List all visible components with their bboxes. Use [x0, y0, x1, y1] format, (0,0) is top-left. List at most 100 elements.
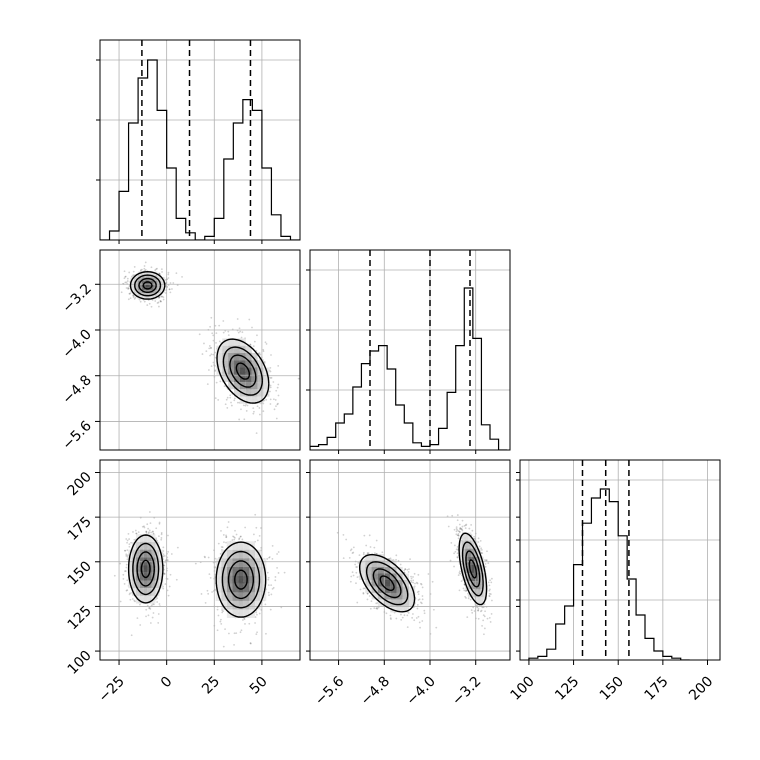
sample-point [484, 565, 487, 568]
sample-point [249, 343, 252, 346]
density-cell [147, 588, 152, 596]
sample-point [399, 563, 402, 566]
sample-point [238, 327, 241, 330]
sample-point [141, 525, 144, 528]
histogram-layer [100, 40, 690, 660]
sample-point [176, 546, 179, 549]
tick-layer: −25 0 25 50 −5.6 −4.8 −4.0 −3.2 100 125 150 175 200 −… [59, 59, 716, 709]
density-cell [145, 293, 150, 297]
sample-point [489, 588, 491, 591]
sample-point [381, 551, 384, 554]
sample-point [453, 544, 456, 547]
sample-point [132, 274, 134, 277]
sample-point [128, 593, 131, 596]
sample-point [160, 300, 162, 303]
sample-point [222, 320, 225, 322]
sample-point [461, 525, 464, 528]
sample-point [464, 595, 467, 598]
sample-point [222, 610, 225, 613]
sample-point [482, 614, 485, 617]
density-cell [145, 296, 150, 300]
sample-point [129, 292, 131, 295]
density-cell [133, 283, 138, 287]
sample-point [488, 595, 491, 598]
sample-point [427, 573, 430, 575]
density-cell [141, 271, 146, 275]
sample-point [148, 529, 151, 532]
contour-level [138, 277, 157, 293]
sample-point [163, 555, 166, 557]
sample-point [349, 549, 352, 552]
sample-point [268, 594, 270, 597]
sample-point [473, 535, 476, 538]
sample-point [147, 527, 150, 530]
sample-point [168, 585, 171, 588]
sample-point [211, 332, 214, 335]
sample-point [410, 581, 413, 583]
sample-point [417, 599, 420, 601]
sample-point [450, 541, 453, 544]
sample-point [209, 576, 212, 579]
sample-point [126, 589, 129, 592]
sample-point [132, 531, 134, 533]
density-cell [232, 583, 239, 593]
contour-level [129, 270, 166, 300]
sample-point [366, 598, 369, 601]
density-cell [359, 560, 366, 567]
sample-point [392, 559, 395, 561]
sample-point [124, 281, 127, 284]
sample-point [423, 612, 426, 615]
sample-point [145, 530, 148, 533]
density-cell [249, 600, 256, 610]
density-cell [221, 575, 227, 584]
panel-frame [519, 459, 721, 661]
density-cell [141, 296, 146, 300]
x-tick-label: −4.8 [358, 674, 393, 709]
density-cell [221, 592, 227, 601]
density-cell [371, 579, 378, 587]
sample-point [128, 271, 131, 274]
sample-point [143, 265, 146, 267]
density-cell [257, 374, 264, 383]
sample-point [455, 527, 458, 530]
density-cell [222, 338, 229, 346]
panel-frame [309, 249, 511, 451]
density-cell [245, 345, 252, 353]
y-tick-label: 125 [65, 603, 95, 633]
sample-point [256, 613, 258, 616]
sample-point [412, 613, 414, 615]
sample-point [212, 353, 215, 356]
sample-point [156, 302, 159, 304]
sample-point [456, 556, 459, 558]
sample-point [389, 617, 392, 619]
density-cell [384, 592, 391, 600]
density-cell [243, 566, 250, 576]
sample-point [233, 538, 236, 541]
x-tick-label: 175 [641, 674, 671, 704]
sample-point [417, 593, 420, 596]
sample-point [209, 325, 212, 328]
sample-point [277, 394, 280, 397]
sample-point [210, 347, 212, 349]
sample-point [214, 324, 217, 327]
sample-point [271, 557, 274, 560]
sample-point [207, 592, 210, 595]
sample-point [127, 287, 130, 290]
sample-point [243, 418, 246, 421]
density-cell [251, 352, 258, 361]
sample-point [459, 527, 462, 530]
sample-point [407, 612, 410, 614]
sample-point [401, 616, 404, 619]
sample-point [369, 546, 372, 548]
sample-point [356, 566, 359, 568]
sample-point [123, 583, 126, 585]
sample-point [453, 528, 456, 531]
sample-point [489, 593, 492, 596]
density-cell [228, 374, 235, 383]
sample-point [132, 270, 135, 273]
density-cell [234, 338, 240, 346]
sample-point [244, 404, 247, 407]
sample-point [216, 629, 219, 632]
sample-point [269, 398, 272, 401]
